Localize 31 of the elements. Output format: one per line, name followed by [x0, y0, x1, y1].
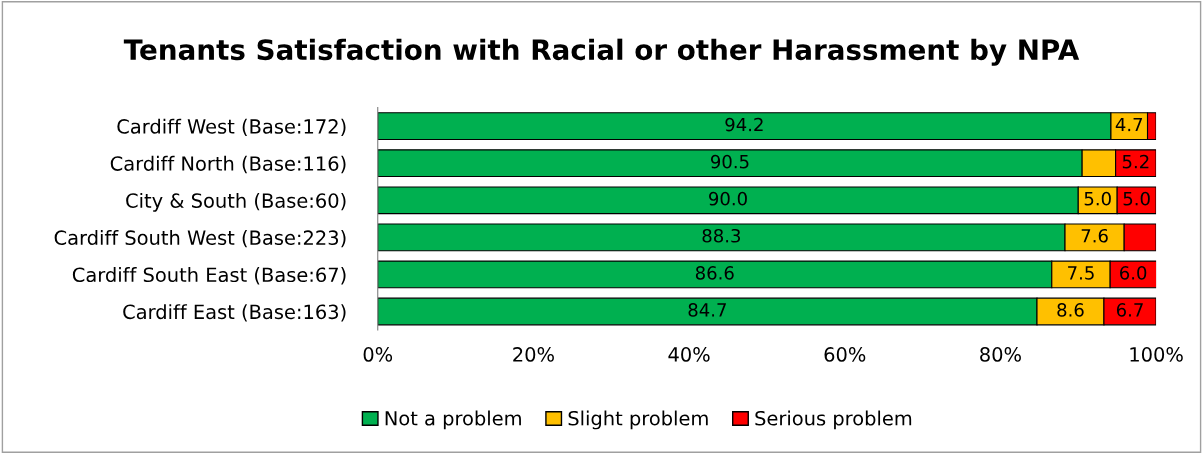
data-label: 6.7	[1116, 303, 1143, 317]
data-label: 88.3	[702, 228, 741, 243]
legend-label: Serious problem	[755, 410, 912, 430]
data-label: 5.2	[1122, 154, 1149, 169]
data-label: 84.7	[688, 303, 726, 317]
data-label: 5.0	[1084, 191, 1111, 206]
data-label: 90.5	[710, 154, 749, 169]
chart-title: Tenants Satisfaction with Racial or other Harassment by NPA	[123, 38, 1080, 66]
x-tick-label: 20%	[513, 347, 554, 362]
y-tick-label: Cardiff South East (Base:67)	[72, 267, 346, 285]
data-label: 4.7	[1115, 117, 1143, 132]
y-tick-label: Cardiff North (Base:116)	[110, 155, 346, 174]
data-label: 94.2	[725, 117, 763, 132]
y-tick-label: Cardiff East (Base:163)	[123, 304, 346, 322]
data-label: 8.6	[1057, 303, 1084, 317]
y-tick-label: City & South (Base:60)	[126, 192, 346, 212]
y-tick-label: Cardiff South West (Base:223)	[54, 229, 346, 248]
x-tick-label: 60%	[824, 347, 866, 362]
legend-label: Not a problem	[385, 410, 521, 430]
x-tick-label: 80%	[980, 347, 1021, 362]
x-tick-label: 0%	[363, 347, 393, 362]
data-label: 90.0	[709, 191, 747, 206]
y-tick-label: Cardiff West (Base:172)	[117, 118, 346, 137]
x-tick-label: 40%	[668, 347, 710, 362]
data-label: 86.6	[695, 266, 734, 280]
legend-label: Slight problem	[568, 410, 708, 430]
data-label: 7.5	[1068, 266, 1094, 280]
data-label: 7.6	[1081, 228, 1108, 243]
data-label: 5.0	[1123, 191, 1150, 206]
data-label: 6.0	[1120, 266, 1147, 280]
x-tick-label: 100%	[1130, 347, 1183, 362]
